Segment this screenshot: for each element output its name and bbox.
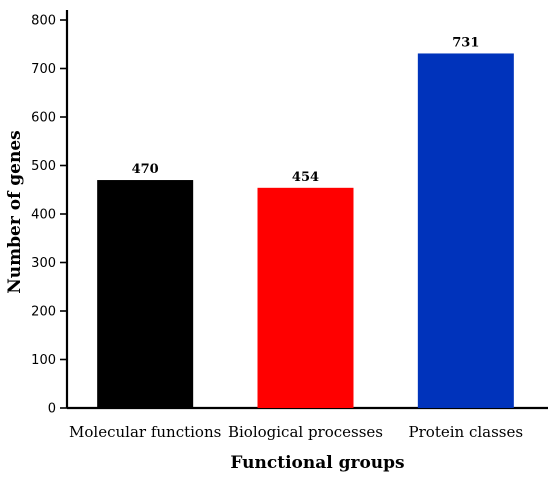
- y-tick-label: 600: [31, 111, 56, 126]
- category-labels: Molecular functions Biological processes P…: [69, 423, 523, 441]
- x-tick-label: Protein classes: [409, 423, 524, 441]
- x-tick-label: Molecular functions: [69, 423, 221, 441]
- y-tick-label: 300: [31, 256, 56, 271]
- y-tick-label: 700: [31, 62, 56, 77]
- bar-value-label: 470: [132, 162, 159, 177]
- y-tick-label: 200: [31, 305, 56, 320]
- bars: [97, 53, 514, 409]
- x-axis-title: Functional groups: [230, 453, 404, 473]
- bar: [257, 187, 354, 408]
- data-labels: 470 454 731: [132, 35, 480, 184]
- y-axis-title: Number of genes: [5, 130, 25, 293]
- y-tick-label: 800: [31, 14, 56, 29]
- bar: [97, 180, 194, 408]
- bar: [417, 53, 514, 409]
- bar-value-label: 731: [452, 35, 479, 50]
- y-tick-label: 100: [31, 353, 56, 368]
- bar-value-label: 454: [292, 170, 319, 185]
- y-tick-label: 0: [48, 402, 56, 417]
- y-axis: 0 100 200 300 400 500 600 700 800: [31, 10, 69, 417]
- x-tick-label: Biological processes: [228, 423, 383, 441]
- y-tick-label: 400: [31, 208, 56, 223]
- y-tick-label: 500: [31, 159, 56, 174]
